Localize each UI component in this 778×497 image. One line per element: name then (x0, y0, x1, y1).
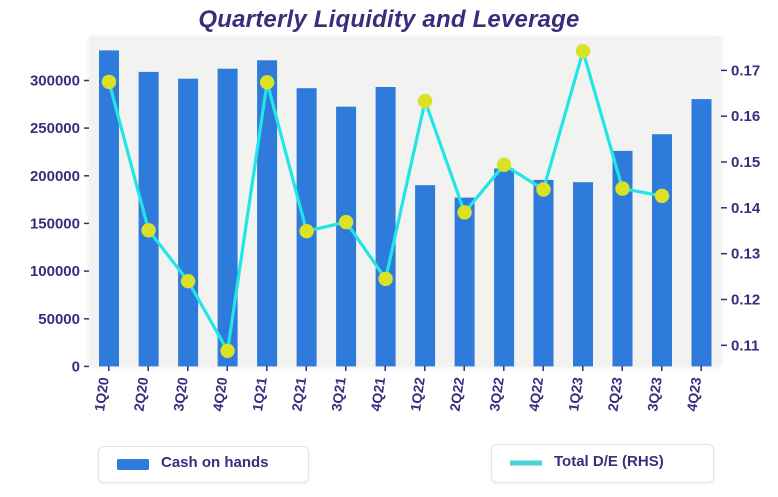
svg-text:150000: 150000 (30, 215, 80, 232)
svg-text:0.15: 0.15 (731, 154, 760, 171)
svg-text:4Q23: 4Q23 (684, 376, 705, 412)
svg-text:100000: 100000 (30, 263, 80, 280)
svg-text:0.17: 0.17 (731, 62, 760, 79)
svg-text:1Q21: 1Q21 (249, 376, 270, 412)
svg-text:250000: 250000 (30, 120, 80, 137)
svg-text:4Q20: 4Q20 (210, 376, 231, 412)
svg-text:0.12: 0.12 (731, 292, 760, 309)
svg-text:3Q20: 3Q20 (170, 376, 191, 412)
svg-text:3Q22: 3Q22 (486, 376, 507, 412)
svg-text:1Q22: 1Q22 (407, 376, 428, 412)
svg-text:0.14: 0.14 (731, 200, 761, 217)
svg-text:300000: 300000 (30, 73, 80, 90)
svg-text:4Q22: 4Q22 (526, 376, 547, 412)
svg-text:2Q22: 2Q22 (447, 376, 468, 412)
svg-text:50000: 50000 (38, 311, 80, 328)
svg-text:2Q23: 2Q23 (605, 376, 626, 412)
svg-text:0.11: 0.11 (731, 337, 759, 354)
svg-text:3Q21: 3Q21 (328, 376, 349, 412)
svg-text:1Q23: 1Q23 (565, 376, 586, 412)
svg-text:200000: 200000 (30, 168, 80, 185)
svg-text:1Q20: 1Q20 (91, 376, 112, 412)
svg-text:2Q20: 2Q20 (131, 376, 152, 412)
svg-text:0.16: 0.16 (731, 108, 760, 125)
svg-text:2Q21: 2Q21 (289, 376, 310, 412)
svg-text:4Q21: 4Q21 (368, 376, 389, 412)
svg-text:3Q23: 3Q23 (644, 376, 665, 412)
svg-text:0: 0 (72, 358, 80, 375)
svg-text:0.13: 0.13 (731, 246, 760, 263)
